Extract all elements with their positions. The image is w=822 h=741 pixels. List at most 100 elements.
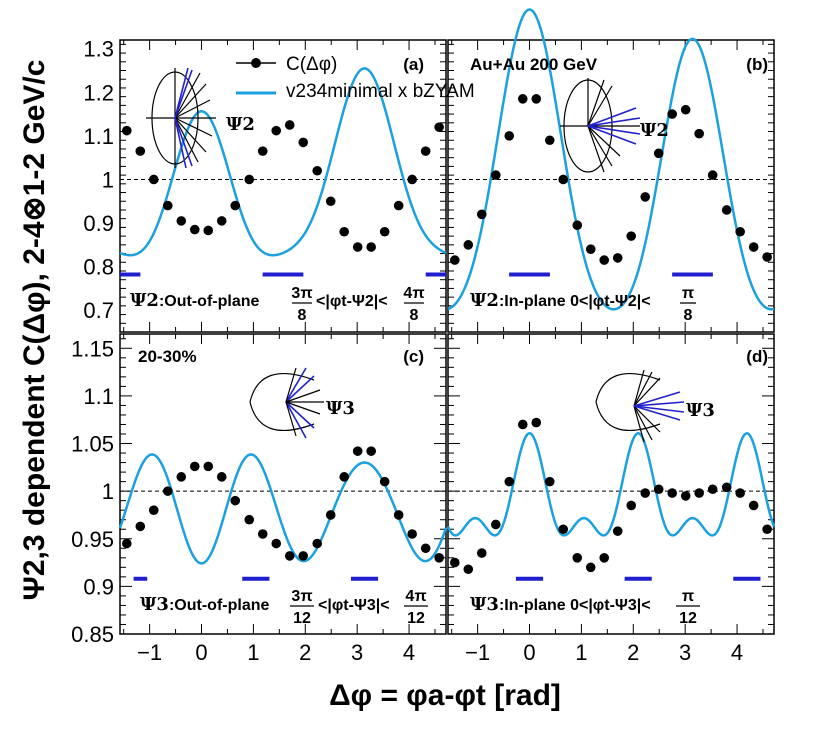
data-point-d [667, 488, 677, 498]
y-tick-label-c: 0.9 [83, 574, 114, 599]
caption-a-mid: <|φt-Ψ2|< [316, 293, 388, 310]
x-tick-label-d: −1 [465, 640, 490, 665]
panel-a-caption: Ψ2:Out-of-plane 3π 8 <|φt-Ψ2|< 4π 8 [130, 285, 425, 324]
y-tick-label-a: 1.2 [83, 80, 114, 105]
plane-label-b: Ψ2 [640, 120, 669, 141]
data-point-c [203, 461, 214, 472]
caption-c-psi: Ψ3 [140, 594, 169, 615]
model-curve-c [118, 453, 448, 565]
caption-d-num-high: π [682, 588, 694, 605]
caption-a-num-high: 4π [403, 285, 424, 302]
panel-b-tag: (b) [746, 55, 768, 74]
data-point-c [176, 472, 187, 482]
data-point-c [379, 476, 390, 487]
data-point-c [189, 461, 200, 472]
data-point-a [203, 225, 214, 236]
x-tick-label-c: 4 [403, 640, 415, 665]
data-point-c [257, 529, 268, 539]
data-point-d [612, 526, 623, 536]
y-tick-label-c: 1.1 [83, 384, 114, 409]
data-point-d [626, 500, 637, 511]
data-point-c [271, 538, 282, 549]
data-point-d [572, 553, 583, 563]
panel-b-frame [447, 39, 775, 333]
y-tick-label-a: 1.3 [83, 37, 114, 62]
y-tick-label-c: 0.95 [71, 527, 114, 552]
x-axis-title: Δφ = φa-φt [rad] [329, 679, 561, 712]
data-point-d [735, 488, 745, 498]
data-point-d [599, 553, 610, 563]
data-point-a [230, 200, 241, 211]
data-point-c [121, 538, 132, 549]
data-point-a [420, 146, 431, 156]
legend-point-marker [251, 58, 261, 68]
caption-b-text: :In-plane 0<|φt-Ψ2|< [499, 293, 651, 310]
data-point-c [434, 553, 444, 563]
panel-a: 0.7 0.8 0.9 1 1.1 1.2 1.3 [83, 37, 447, 333]
caption-b-num-high: π [682, 285, 694, 302]
y-tick-label-c: 1 [102, 479, 114, 504]
caption-a-psi: Ψ2 [130, 290, 159, 311]
legend-points-label: C(Δφ) [286, 54, 337, 75]
caption-c-num-high: 4π [405, 588, 426, 605]
data-point-a [135, 146, 146, 156]
data-point-b [544, 135, 555, 146]
data-point-b [517, 94, 528, 104]
data-point-a [257, 146, 268, 156]
data-point-a [407, 174, 417, 185]
x-tick-label-c: 0 [195, 640, 207, 665]
data-point-a [271, 125, 282, 136]
data-point-c [366, 446, 376, 456]
x-tick-label-d: 2 [627, 640, 639, 665]
y-tick-label-a: 0.9 [83, 211, 114, 236]
data-point-d [694, 488, 704, 498]
data-point-d [680, 491, 691, 501]
data-point-a [148, 174, 159, 185]
data-point-a [298, 137, 309, 148]
data-point-d [721, 482, 732, 493]
data-point-a [189, 224, 200, 235]
data-point-b [653, 148, 664, 159]
caption-d-text: :In-plane 0<|φt-Ψ3|< [499, 597, 651, 614]
data-point-c [312, 538, 323, 549]
data-point-c [325, 510, 336, 520]
x-tick-label-d: 1 [575, 640, 587, 665]
data-point-d [558, 524, 569, 535]
data-point-a [284, 120, 295, 130]
caption-a-num-low: 3π [291, 285, 312, 302]
caption-b-den-high: 8 [684, 307, 693, 324]
svg-text:Ψ3:In-plane 0<|φt-Ψ3|<: Ψ3:In-plane 0<|φt-Ψ3|< [470, 594, 651, 615]
model-curve-a [119, 67, 447, 257]
data-point-d [476, 548, 487, 558]
panel-b [447, 8, 775, 333]
data-point-b [721, 205, 732, 215]
data-point-c [135, 521, 146, 532]
data-point-d [762, 524, 772, 535]
data-point-c [216, 472, 227, 482]
plane-label-a: Ψ2 [226, 114, 255, 135]
data-point-d [504, 476, 515, 487]
y-tick-label-c: 0.85 [71, 622, 114, 647]
panel-d-frame [447, 333, 775, 635]
data-point-c [230, 495, 241, 506]
panel-c-caption: Ψ3:Out-of-plane 3π 12 <|φt-Ψ3|< 4π 12 [140, 588, 428, 627]
y-tick-label-a: 1 [102, 167, 114, 192]
data-point-a [379, 226, 390, 237]
panel-frames [119, 39, 775, 635]
plane-label-c: Ψ3 [326, 398, 355, 419]
inset-diagram-b [560, 78, 641, 173]
panel-b-header: Au+Au 200 GeV [470, 55, 598, 74]
panel-c-header: 20-30% [138, 347, 197, 366]
legend: C(Δφ) v234minimal x bZYAM [236, 54, 475, 102]
x-tick-label-d: 4 [731, 640, 743, 665]
data-point-b [531, 94, 542, 104]
data-point-b [762, 252, 772, 262]
data-point-c [393, 510, 404, 520]
inset-diagram-a [146, 67, 216, 169]
data-point-c [244, 514, 255, 525]
svg-text:Ψ2:In-plane 0<|φt-Ψ2|<: Ψ2:In-plane 0<|φt-Ψ2|< [470, 290, 651, 311]
data-point-d [748, 500, 759, 511]
legend-curve-label: v234minimal x bZYAM [286, 81, 475, 102]
y-tick-label-a: 0.7 [83, 298, 114, 323]
